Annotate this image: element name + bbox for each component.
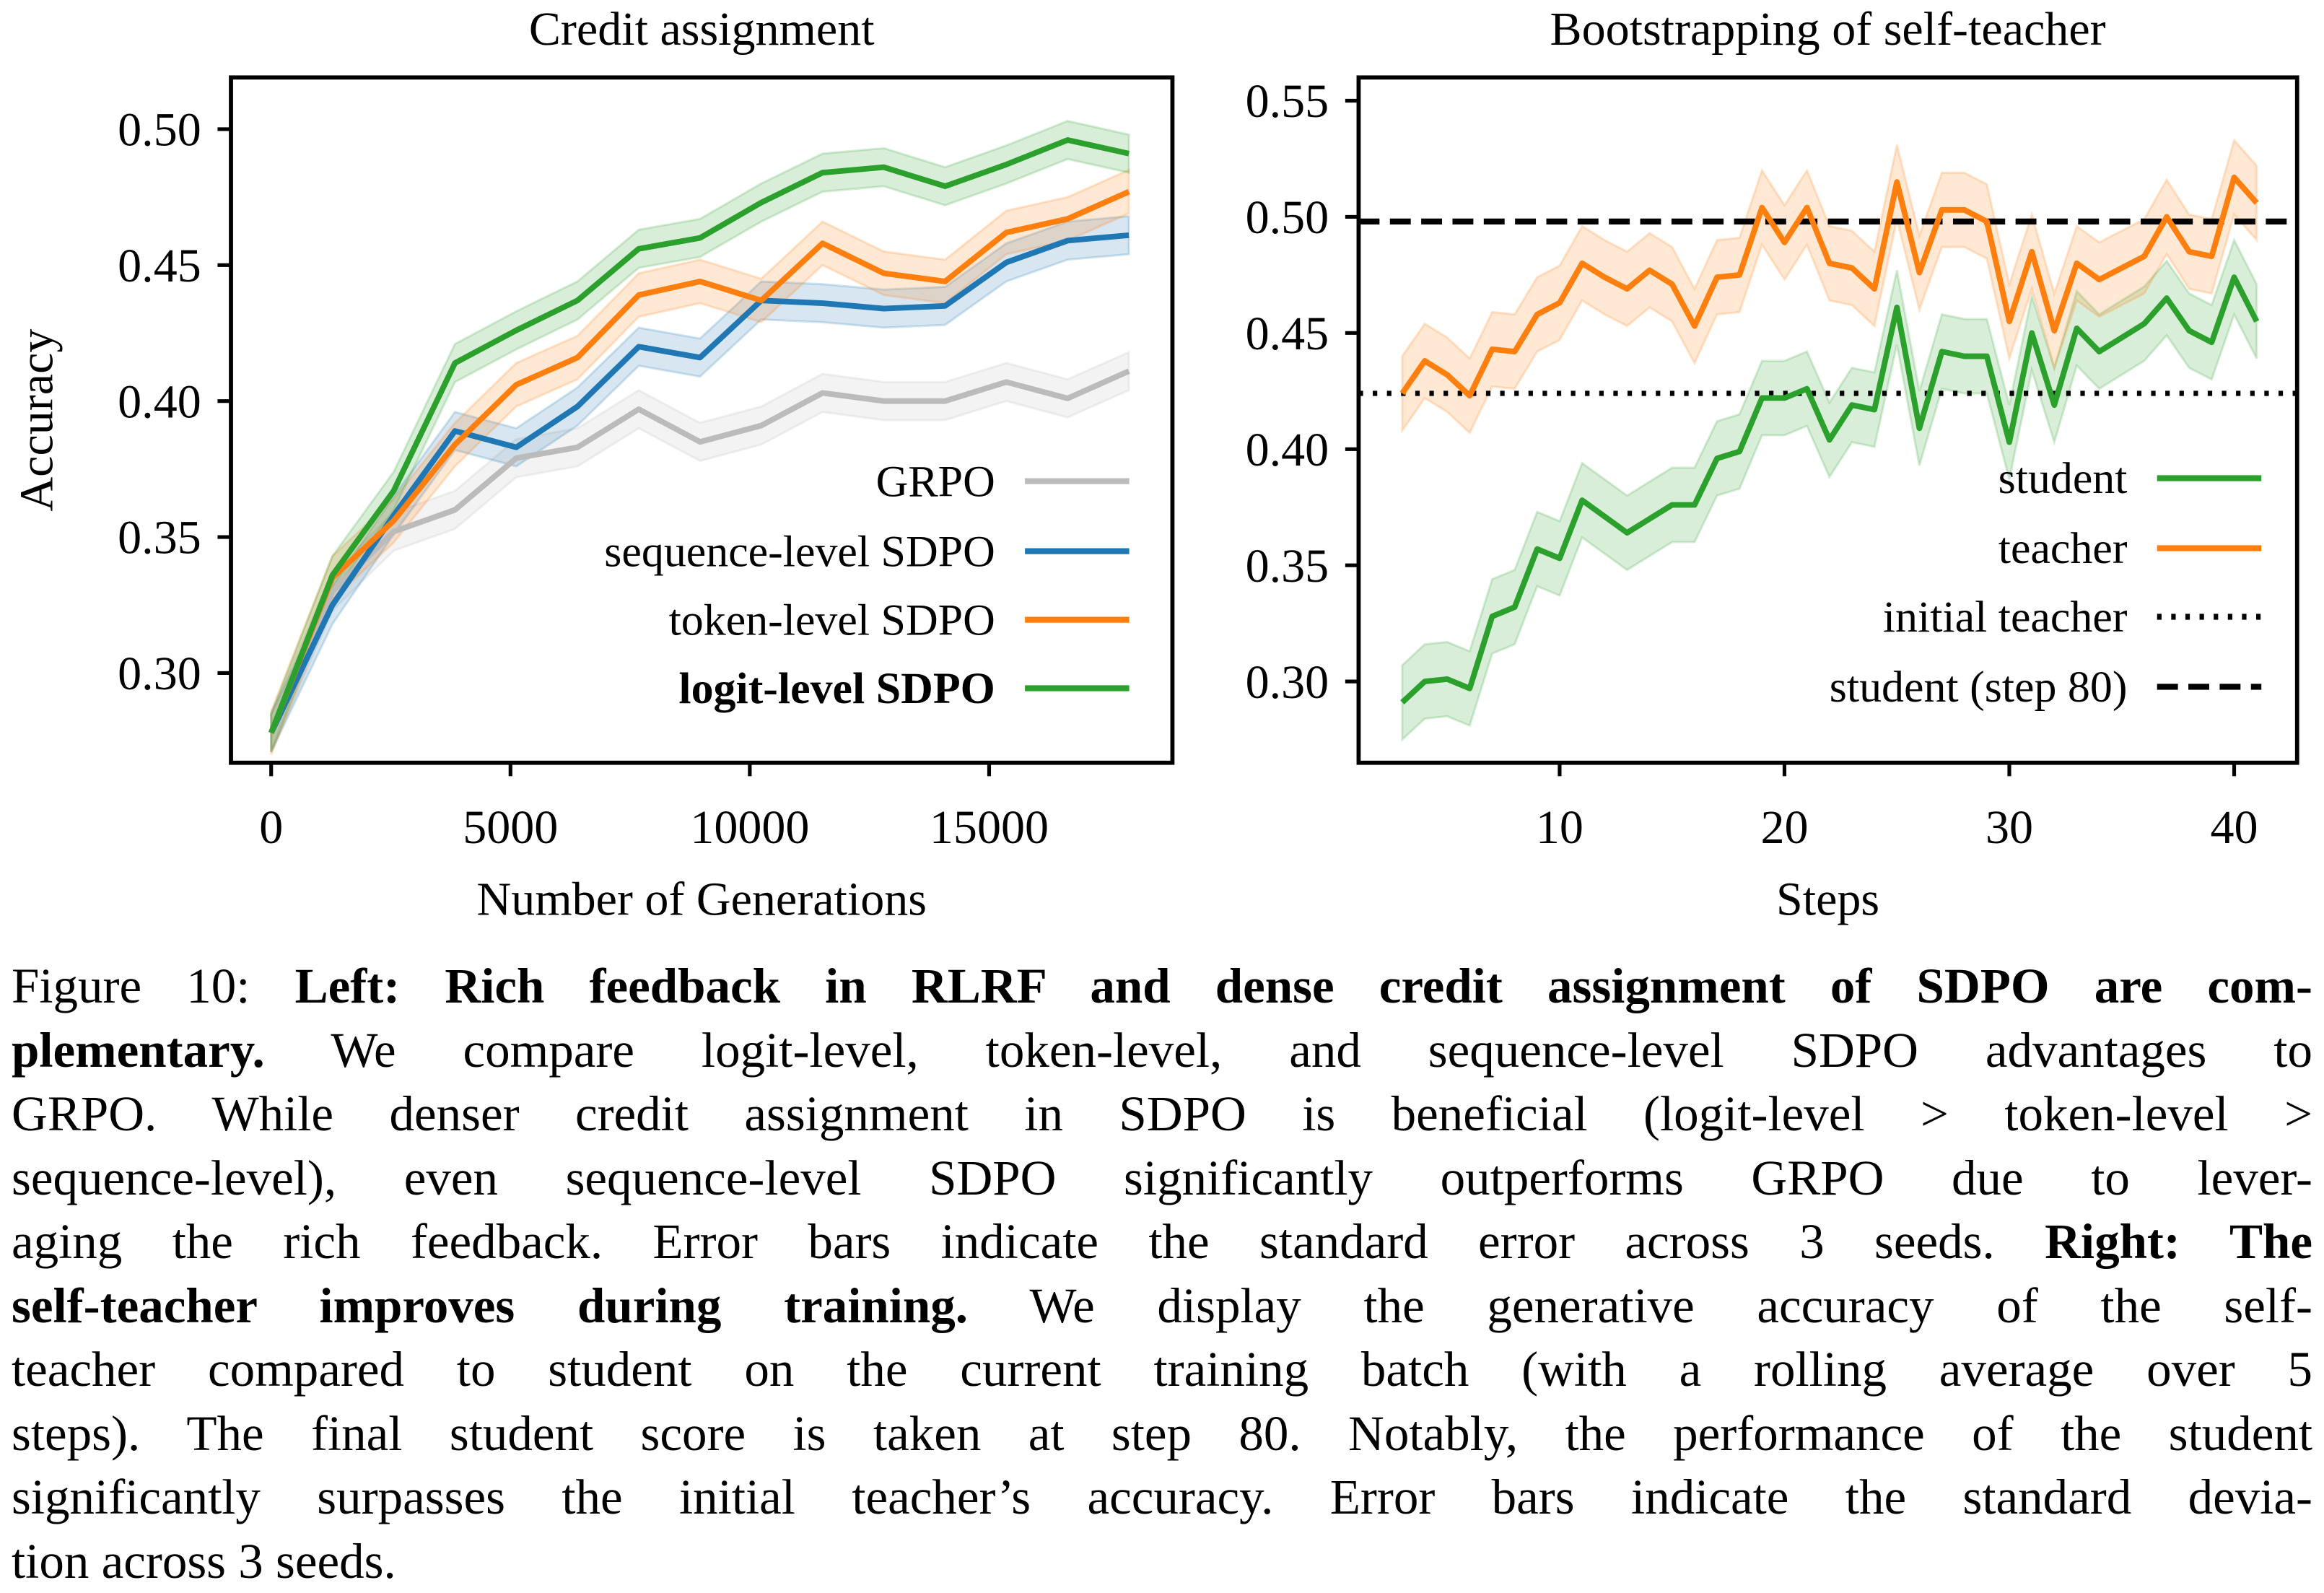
legend-label: student [1998,454,2128,503]
x-tick-label: 10000 [690,801,809,854]
chart-right: 0.30 0.35 0.40 0.45 0.50 0.55 10 20 30 40 Bootstra… [1246,3,2297,925]
y-tick-label: 0.30 [118,647,201,700]
y-tick-label: 0.40 [1246,424,1329,476]
legend: student teacher initial teacher student (st… [1830,454,2261,712]
x-tick-label: 5000 [463,801,558,854]
caption-text: steps). The final student score is taken… [12,1406,2312,1461]
legend-item: student [1998,454,2262,503]
plot-area [1358,140,2297,739]
y-tick-label: 0.45 [1246,307,1329,360]
chart-left: 0.30 0.35 0.40 0.45 0.50 0 5000 10000 15000 Credi… [10,3,1172,925]
y-tick-label: 0.50 [118,104,201,157]
caption-line: GRPO. While denser credit assignment in … [12,1082,2312,1146]
y-tick-label: 0.35 [1246,540,1329,593]
x-tick-label: 0 [259,801,283,854]
y-tick-label: 0.45 [118,240,201,292]
x-axis-label: Steps [1776,873,1879,925]
legend-label: student (step 80) [1830,663,2128,712]
caption-bold-text: Right: The [2045,1214,2312,1269]
figure-charts: 0.30 0.35 0.40 0.45 0.50 0 5000 10000 15000 Credi… [0,0,2324,946]
caption-bold-text: self-teacher improves during training. [12,1278,968,1333]
caption-bold-text: Left: Rich feedback in RLRF and dense cr… [295,959,2312,1013]
caption-bold-text: plementary. [12,1023,265,1078]
x-tick-label: 20 [1760,801,1808,854]
caption-line: aging the rich feedback. Error bars indi… [12,1210,2312,1274]
y-tick-label: 0.40 [118,375,201,428]
chart-title: Credit assignment [529,3,875,56]
x-tick-label: 40 [2211,801,2258,854]
caption-line: self-teacher improves during training. W… [12,1274,2312,1338]
legend-label: token-level SDPO [669,595,995,645]
caption-line: Figure 10: Left: Rich feedback in RLRF a… [12,954,2312,1018]
x-tick-label: 10 [1536,801,1583,854]
y-tick-label: 0.55 [1246,75,1329,128]
legend-item: GRPO [876,457,1130,506]
legend-item: sequence-level SDPO [604,527,1129,576]
y-tick-label: 0.50 [1246,191,1329,244]
plot-area [271,121,1129,755]
caption-line: teacher compared to student on the curre… [12,1337,2312,1402]
caption-line: significantly surpasses the initial teac… [12,1465,2312,1529]
caption-line: plementary. We compare logit-level, toke… [12,1018,2312,1083]
x-tick-label: 15000 [930,801,1049,854]
y-tick-label: 0.35 [118,512,201,564]
legend-label: logit-level SDPO [678,664,995,713]
legend-item: initial teacher [1883,593,2261,642]
legend-label: GRPO [876,457,995,506]
caption-line: sequence-level), even sequence-level SDP… [12,1146,2312,1210]
legend-item: teacher [1998,524,2261,573]
legend-label: initial teacher [1883,593,2128,642]
caption-text: teacher compared to student on the curre… [12,1342,2312,1397]
x-axis-label: Number of Generations [477,873,927,925]
caption-text: We display the generative accuracy of th… [968,1278,2312,1333]
caption-text: sequence-level), even sequence-level SDP… [12,1151,2312,1205]
error-band-teacher [1402,140,2257,433]
caption-line: steps). The final student score is taken… [12,1402,2312,1466]
caption-text: We compare logit-level, token-level, and… [265,1023,2312,1078]
caption-text: tion across 3 seeds. [12,1534,396,1589]
y-tick-label: 0.30 [1246,656,1329,709]
caption-text: aging the rich feedback. Error bars indi… [12,1214,2045,1269]
caption-text: GRPO. While denser credit assignment in … [12,1086,2312,1141]
chart-title: Bootstrapping of self-teacher [1550,3,2106,56]
legend: GRPO sequence-level SDPO token-level SDPO l… [604,457,1129,713]
legend-item: token-level SDPO [669,595,1130,645]
x-tick-label: 30 [1986,801,2033,854]
legend-item: student (step 80) [1830,663,2261,712]
y-axis-label: Accuracy [10,329,63,512]
plot-frame [231,77,1172,762]
caption-line: tion across 3 seeds. [12,1529,2312,1593]
legend-item: logit-level SDPO [678,664,1129,713]
caption-text: significantly surpasses the initial teac… [12,1470,2312,1524]
figure-caption: Figure 10: Left: Rich feedback in RLRF a… [12,954,2312,1593]
caption-text: Figure 10: [12,959,295,1013]
legend-label: teacher [1998,524,2128,573]
legend-label: sequence-level SDPO [604,527,995,576]
